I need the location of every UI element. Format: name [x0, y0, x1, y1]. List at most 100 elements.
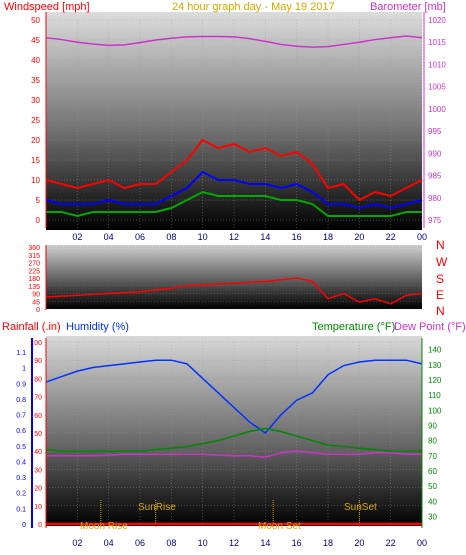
humidity-tick-label: 60	[34, 413, 42, 420]
direction-tick-label: 270	[28, 261, 40, 268]
temperature-tick-label: 60	[428, 467, 437, 476]
wind-direction-line	[45, 277, 423, 305]
windspeed-line	[45, 138, 423, 202]
direction-tick-label: 315	[28, 253, 40, 260]
wind-tick-label: 30	[31, 96, 40, 105]
lower-time-tick-label: 02	[72, 538, 82, 548]
temperature-tick-label: 130	[428, 361, 442, 370]
lower-time-tick-label: 06	[135, 538, 145, 548]
compass-w: W	[436, 255, 448, 269]
temperature-label: Temperature (°F)	[312, 321, 395, 333]
lower-time-tick-label: 16	[292, 538, 302, 548]
lower-time-tick-label: 22	[386, 538, 396, 548]
humidity-tick-label: 20	[34, 486, 42, 493]
dewpoint-line	[46, 450, 422, 459]
astro-markers	[100, 500, 360, 528]
wind-time-tick-label: 14	[260, 232, 270, 242]
wind-time-tick-label: 08	[166, 232, 176, 242]
lower-time-tick-label: 08	[166, 538, 176, 548]
lower-time-tick-label: 12	[229, 538, 239, 548]
humidity-tick-label: 90	[34, 358, 42, 365]
temperature-tick-label: 70	[428, 452, 437, 461]
graph-title: 24 hour graph day - May 19 2017	[172, 1, 335, 13]
temperature-axis-ticks: 30 40 50 60 70 80 90 100 110 120 130 140	[428, 346, 442, 522]
barometer-tick-label: 980	[428, 194, 442, 203]
temperature-tick-label: 40	[428, 497, 437, 506]
compass-s: S	[436, 272, 444, 286]
wind-tick-label: 35	[31, 76, 40, 85]
rainfall-tick-label: 0.4	[16, 459, 26, 466]
humidity-label: Humidity (%)	[66, 321, 129, 333]
average-wind-line	[46, 190, 422, 218]
wind-tick-label: 45	[31, 36, 40, 45]
temperature-tick-label: 100	[428, 406, 442, 415]
wind-time-tick-label: 12	[229, 232, 239, 242]
wind-tick-label: 20	[31, 136, 40, 145]
direction-tick-label: 360	[28, 245, 40, 252]
wind-time-axis: 02 04 06 08 10 12 14 16 18 20 22 00	[72, 232, 427, 242]
wind-time-tick-label: 00	[417, 232, 427, 242]
humidity-tick-label: 50	[34, 431, 42, 438]
direction-series-group	[45, 277, 423, 305]
sunset-label: SunSet	[344, 502, 377, 513]
humidity-tick-label: 80	[34, 376, 42, 383]
lower-time-tick-label: 20	[354, 538, 364, 548]
barometer-tick-label: 985	[428, 172, 442, 181]
wind-time-tick-label: 10	[198, 232, 208, 242]
barometer-tick-label: 1010	[428, 60, 446, 69]
lower-time-tick-label: 10	[198, 538, 208, 548]
direction-plot-area	[46, 245, 422, 309]
wind-series-group	[45, 35, 423, 218]
temperature-tick-label: 140	[428, 346, 442, 355]
rainfall-axis-ticks: 0 0.1 0.2 0.3 0.4 0.5 0.6 0.7 0.8 0.9 1 1.1	[16, 350, 26, 529]
rainfall-tick-label: 0.8	[16, 397, 26, 404]
wind-time-tick-label: 16	[292, 232, 302, 242]
lower-time-tick-label: 00	[417, 538, 427, 548]
temperature-tick-label: 120	[428, 376, 442, 385]
moonrise-label: Moon Rise	[80, 521, 128, 532]
humidity-tick-label: 0	[38, 522, 42, 529]
compass-n-top: N	[436, 238, 445, 252]
wind-time-tick-label: 04	[104, 232, 114, 242]
windspeed-label: Windspeed [mph]	[4, 1, 90, 13]
direction-tick-label: 225	[28, 268, 40, 275]
humidity-tick-label: 70	[34, 395, 42, 402]
lower-time-tick-label: 04	[104, 538, 114, 548]
wind-tick-label: 15	[31, 156, 40, 165]
rainfall-tick-label: 0.9	[16, 381, 26, 388]
direction-tick-label: 0	[36, 307, 40, 314]
lower-time-tick-label: 18	[323, 538, 333, 548]
barometer-label: Barometer [mb]	[370, 1, 446, 13]
wind-tick-label: 40	[31, 56, 40, 65]
temperature-tick-label: 80	[428, 437, 437, 446]
wind-tick-label: 0	[36, 216, 41, 225]
wind-time-tick-label: 06	[135, 232, 145, 242]
temperature-tick-label: 30	[428, 512, 437, 521]
sunrise-label: SunRise	[138, 502, 176, 513]
barometer-axis-ticks: 975 980 985 990 995 1000 1005 1010 1015 1020	[428, 16, 446, 225]
lower-time-tick-label: 14	[260, 538, 270, 548]
direction-tick-label: 180	[28, 276, 40, 283]
lower-time-axis: 02 04 06 08 10 12 14 16 18 20 22 00	[72, 538, 427, 548]
wind-time-tick-label: 18	[323, 232, 333, 242]
humidity-tick-label: 30	[34, 467, 42, 474]
lower-plot-area	[46, 336, 422, 526]
humidity-tick-label: 100	[30, 340, 42, 347]
wind-tick-label: 50	[31, 16, 40, 25]
compass-n-bottom: N	[436, 304, 445, 318]
wind-tick-label: 5	[36, 196, 41, 205]
barometer-tick-label: 1020	[428, 16, 446, 25]
rainfall-tick-label: 0.7	[16, 413, 26, 420]
direction-tick-label: 90	[32, 292, 40, 299]
temperature-line	[45, 427, 422, 452]
gust-line	[45, 170, 423, 210]
barometer-tick-label: 995	[428, 127, 442, 136]
humidity-axis-ticks: 0 10 20 30 40 50 60 70 80 90 100	[30, 340, 42, 529]
direction-tick-label: 45	[32, 299, 40, 306]
barometer-tick-label: 1000	[428, 105, 446, 114]
humidity-tick-label: 10	[34, 504, 42, 511]
rainfall-tick-label: 0	[22, 522, 26, 529]
barometer-tick-label: 990	[428, 149, 442, 158]
